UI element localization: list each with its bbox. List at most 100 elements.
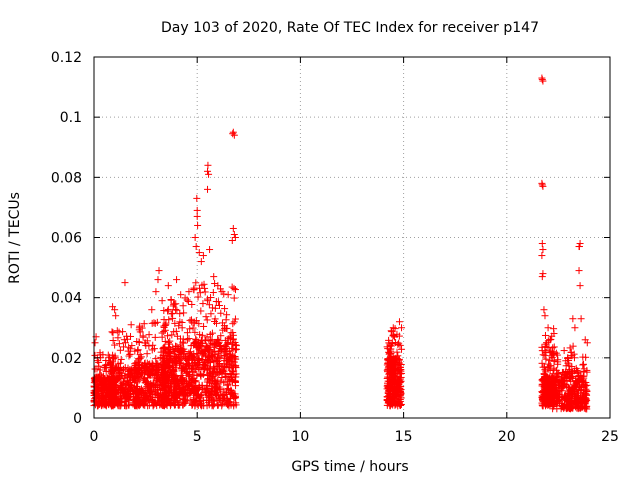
data-point <box>201 386 209 394</box>
data-point <box>166 337 174 345</box>
data-point <box>178 377 186 385</box>
y-axis-label: ROTI / TECUs <box>7 192 23 284</box>
data-point <box>542 340 550 348</box>
data-point <box>215 301 223 309</box>
data-point <box>180 309 188 317</box>
axis-ticks <box>93 56 611 419</box>
data-point <box>124 377 132 385</box>
data-point <box>108 401 116 409</box>
data-point <box>203 316 211 324</box>
data-point <box>168 355 176 363</box>
data-point <box>386 393 394 401</box>
data-point <box>95 398 103 406</box>
data-point <box>164 282 172 290</box>
data-point <box>583 366 591 374</box>
data-point <box>567 387 575 395</box>
data-point <box>173 397 181 405</box>
data-point <box>568 362 576 370</box>
data-point <box>160 328 168 336</box>
data-point <box>389 332 397 340</box>
data-point <box>151 382 159 390</box>
data-point <box>224 339 232 347</box>
data-point <box>387 342 395 350</box>
data-point <box>117 355 125 363</box>
data-point <box>206 352 214 360</box>
data-point <box>216 359 224 367</box>
data-point <box>169 314 177 322</box>
data-point <box>577 315 585 323</box>
data-point <box>98 377 106 385</box>
data-point <box>154 368 162 376</box>
data-point <box>386 402 394 410</box>
data-point <box>389 324 397 332</box>
data-point <box>209 373 217 381</box>
data-point <box>119 328 127 336</box>
data-point <box>230 131 238 139</box>
data-point <box>229 224 237 232</box>
data-point <box>158 297 166 305</box>
data-point <box>164 392 172 400</box>
data-point <box>392 360 400 368</box>
data-point <box>542 349 550 357</box>
data-point <box>227 362 235 370</box>
data-point <box>222 345 230 353</box>
data-point <box>397 377 405 385</box>
data-point <box>125 397 133 405</box>
data-point <box>102 367 110 375</box>
data-point <box>190 285 198 293</box>
data-point <box>152 355 160 363</box>
data-point <box>114 364 122 372</box>
data-point <box>194 221 202 229</box>
data-point <box>538 376 546 384</box>
data-point <box>550 330 558 338</box>
data-point <box>231 353 239 361</box>
x-tick-label: 20 <box>498 429 516 445</box>
data-point <box>125 389 133 397</box>
data-point <box>213 338 221 346</box>
data-point <box>208 397 216 405</box>
data-point <box>148 306 156 314</box>
y-tick-label: 0.06 <box>51 231 82 247</box>
data-point <box>166 399 174 407</box>
data-point <box>572 377 580 385</box>
data-point <box>577 371 585 379</box>
data-point <box>572 393 580 401</box>
data-point <box>217 332 225 340</box>
data-point <box>196 396 204 404</box>
data-point <box>232 345 240 353</box>
data-point <box>165 316 173 324</box>
data-point <box>143 359 151 367</box>
data-point <box>583 402 591 410</box>
data-point <box>138 364 146 372</box>
data-point <box>183 359 191 367</box>
data-point <box>126 366 134 374</box>
data-point <box>214 335 222 343</box>
data-point <box>160 351 168 359</box>
data-point <box>193 206 201 214</box>
data-point <box>227 350 235 358</box>
data-point <box>383 368 391 376</box>
data-point <box>191 378 199 386</box>
data-point <box>91 388 99 396</box>
data-point <box>201 288 209 296</box>
data-point <box>231 286 239 294</box>
data-point <box>548 377 556 385</box>
data-point <box>125 352 133 360</box>
data-point <box>181 294 189 302</box>
data-point <box>191 234 199 241</box>
data-point <box>386 341 394 349</box>
data-point <box>389 373 397 381</box>
data-point <box>154 372 162 380</box>
data-point <box>176 318 184 326</box>
data-point <box>141 395 149 403</box>
data-point <box>179 365 187 373</box>
data-point <box>120 336 128 344</box>
data-point <box>555 393 563 401</box>
data-point <box>102 361 110 369</box>
data-point <box>559 377 567 385</box>
data-point <box>579 353 587 361</box>
data-point <box>134 347 142 355</box>
data-point <box>231 315 239 323</box>
data-point <box>218 288 226 296</box>
